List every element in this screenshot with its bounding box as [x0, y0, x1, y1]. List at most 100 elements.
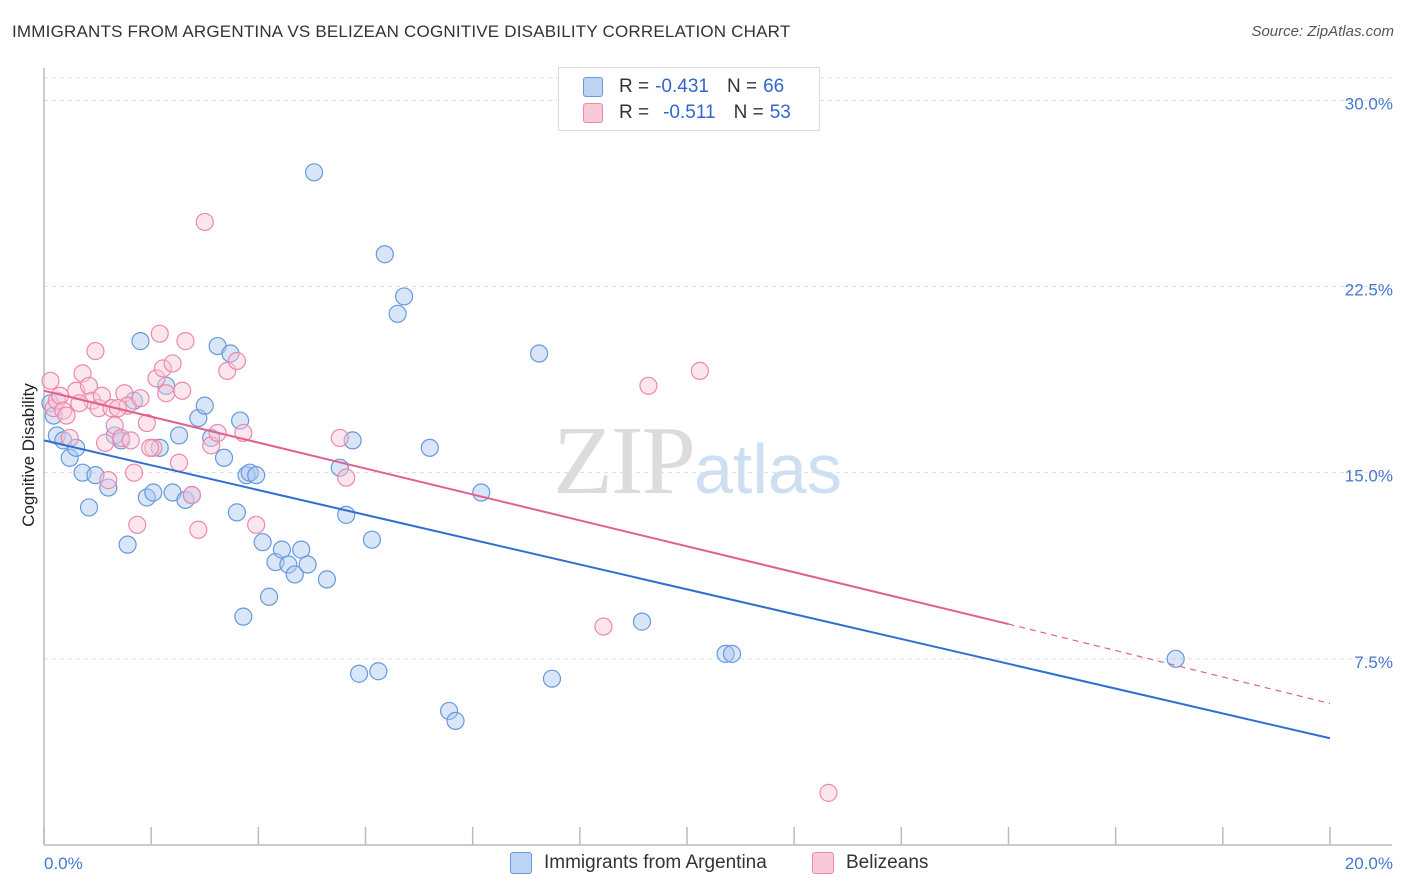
bottom-legend-swatch-belizeans [812, 852, 834, 874]
x-tick-label: 20.0% [1345, 854, 1393, 873]
legend-r-value: -0.431 [655, 76, 709, 97]
data-point-argentina [362, 530, 382, 549]
data-point-argentina [234, 607, 253, 626]
trend-lines [43, 389, 1331, 740]
legend-r-label: R = [619, 102, 650, 123]
data-point-belizeans [131, 389, 150, 408]
data-point-argentina [227, 503, 246, 522]
data-point-argentina [304, 163, 324, 182]
data-point-argentina [1166, 649, 1185, 668]
axis-labels: 7.5% 15.0% 22.5% 30.0% 0.0% 20.0% Cognitive Di… [19, 94, 1393, 873]
legend-row-belizeans: R = -0.511 N = 53 [583, 101, 791, 125]
data-point-belizeans [639, 376, 658, 395]
data-point-argentina [530, 344, 549, 363]
data-point-belizeans [337, 468, 356, 487]
chart-title: IMMIGRANTS FROM ARGENTINA VS BELIZEAN CO… [12, 22, 791, 41]
legend-r-value: -0.511 [663, 102, 716, 123]
data-point-argentina [60, 448, 79, 467]
data-point-belizeans [41, 371, 60, 390]
data-point-argentina [446, 711, 465, 730]
legend-row-argentina: R = -0.431 N = 66 [583, 75, 784, 99]
data-point-argentina [253, 533, 272, 552]
data-point-belizeans [86, 341, 105, 361]
data-point-belizeans [182, 485, 201, 505]
data-point-belizeans [173, 381, 192, 400]
data-point-argentina [388, 304, 407, 323]
data-point-argentina [716, 644, 735, 663]
legend-n-value: 66 [763, 76, 785, 97]
data-point-belizeans [157, 384, 176, 403]
data-point-belizeans [137, 413, 156, 433]
data-point-argentina [632, 612, 652, 631]
bottom-legend-belizeans: Belizeans [812, 852, 928, 874]
watermark-atlas: atlas [694, 430, 842, 508]
data-point-belizeans [54, 401, 73, 420]
data-point-argentina [99, 478, 118, 497]
data-point-belizeans [57, 406, 76, 425]
watermark-zip: ZIP [553, 407, 696, 515]
trend-line-belizeans-extrapolated [1008, 623, 1331, 705]
y-tick-label: 15.0% [1345, 467, 1393, 486]
legend-n-label: N = [726, 76, 758, 97]
data-point-belizeans [690, 361, 709, 380]
data-point-belizeans [218, 361, 237, 380]
legend-n-value: 53 [769, 102, 791, 123]
y-tick-label: 22.5% [1345, 281, 1393, 300]
trend-line-argentina [43, 439, 1331, 740]
data-point-argentina [394, 287, 414, 306]
y-tick-label: 30.0% [1345, 94, 1393, 113]
data-point-argentina [221, 344, 240, 363]
data-point-belizeans [153, 359, 173, 378]
data-point-belizeans [195, 212, 214, 232]
data-point-argentina [118, 535, 137, 554]
axes [43, 68, 1392, 846]
data-point-belizeans [247, 515, 266, 534]
data-point-belizeans [163, 354, 182, 373]
data-point-belizeans [819, 783, 838, 802]
data-point-belizeans [95, 433, 115, 452]
data-point-argentina [259, 587, 279, 606]
data-point-argentina [131, 332, 150, 351]
data-point-argentina [247, 466, 266, 485]
data-point-argentina [144, 483, 163, 502]
data-point-belizeans [99, 471, 118, 490]
legend-n-label: N = [733, 102, 764, 123]
data-point-argentina [79, 498, 99, 517]
data-point-belizeans [124, 463, 144, 482]
data-point-argentina [298, 555, 317, 574]
data-point-belizeans [140, 438, 160, 457]
data-point-argentina [369, 662, 388, 681]
data-point-argentina [349, 664, 369, 683]
data-point-argentina [195, 396, 214, 415]
data-point-argentina [237, 466, 256, 485]
series-belizeans-points [41, 212, 838, 802]
legend-swatch-argentina [583, 77, 603, 97]
watermark: ZIPatlas [553, 405, 842, 517]
data-point-argentina [439, 701, 459, 721]
bottom-legend-label-argentina: Immigrants from Argentina [544, 852, 767, 873]
chart-source: Source: ZipAtlas.com [1251, 23, 1394, 40]
legend-r-label: R = [619, 76, 650, 97]
y-tick-label: 7.5% [1354, 653, 1393, 672]
data-point-argentina [150, 438, 169, 457]
series-argentina-points [41, 163, 1185, 730]
grid-lines [44, 77, 1392, 660]
data-point-argentina [279, 555, 298, 574]
data-point-belizeans [79, 376, 99, 395]
correlation-legend: R = -0.431 N = 66 R = -0.511 N = 53 [558, 67, 820, 131]
data-point-argentina [44, 406, 63, 425]
data-point-argentina [285, 565, 304, 584]
data-point-argentina [375, 245, 394, 264]
data-point-belizeans [169, 453, 189, 472]
data-point-belizeans [147, 369, 166, 388]
data-point-argentina [722, 644, 742, 663]
legend-swatch-belizeans [583, 103, 603, 123]
data-point-belizeans [60, 428, 79, 448]
data-point-belizeans [594, 617, 613, 636]
data-point-argentina [214, 448, 234, 467]
data-point-argentina [420, 438, 439, 457]
data-point-belizeans [189, 520, 208, 539]
data-point-argentina [169, 426, 189, 445]
y-axis-label: Cognitive Disability [19, 383, 38, 527]
